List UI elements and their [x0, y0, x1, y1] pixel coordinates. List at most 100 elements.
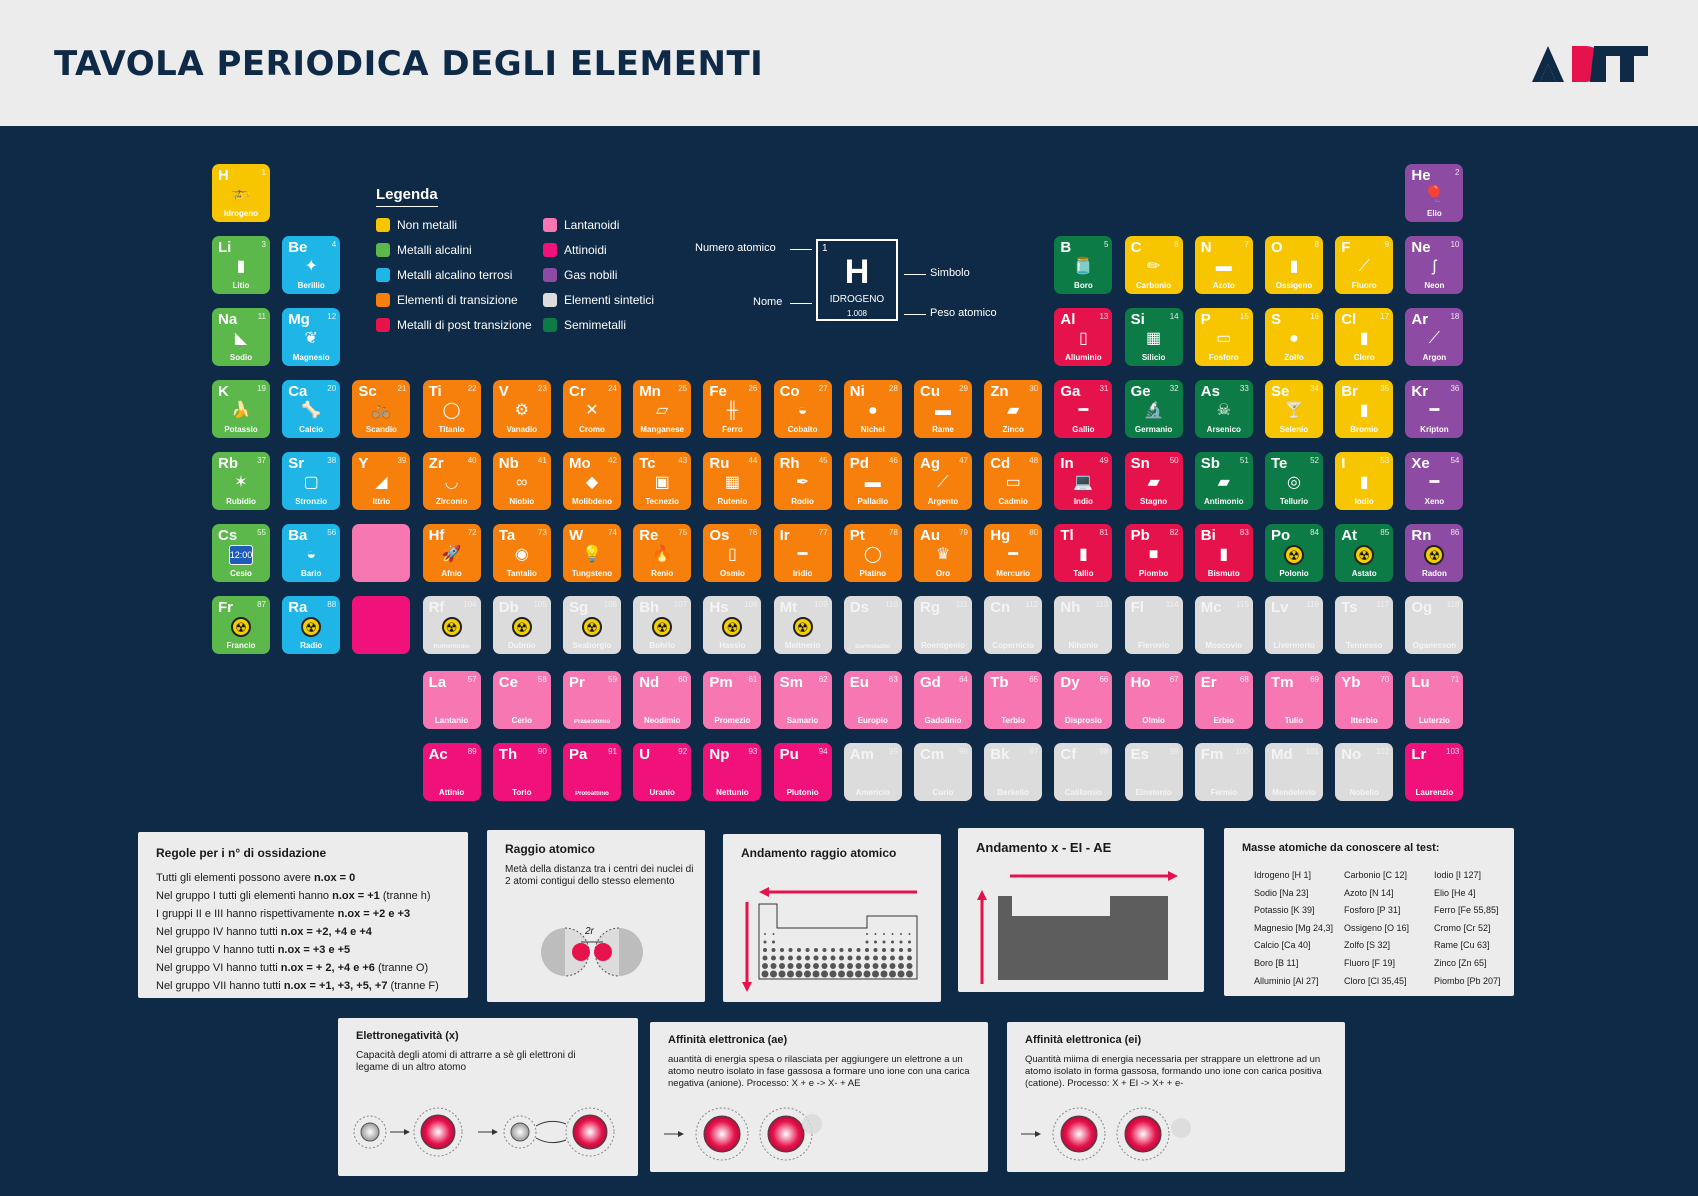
- element-eu[interactable]: Eu 63 Europio: [843, 671, 902, 729]
- element-se[interactable]: Se 34 🍸 Selenio: [1265, 380, 1323, 438]
- element-sg[interactable]: Sg 106 ☢ Seaborgio: [563, 596, 621, 654]
- element-db[interactable]: Db 105 ☢ Dubnio: [492, 596, 551, 654]
- element-v[interactable]: V 23 ⚙ Vanadio: [492, 380, 551, 438]
- element-po[interactable]: Po 84 ☢ Polonio: [1265, 524, 1323, 582]
- element-hf[interactable]: Hf 72 🚀 Afnio: [422, 524, 481, 582]
- element-n[interactable]: N 7 ▬ Azoto: [1194, 236, 1253, 294]
- element-hs[interactable]: Hs 108 ☢ Hassio: [703, 596, 762, 654]
- element-ne[interactable]: Ne 10 ʃ Neon: [1405, 236, 1464, 294]
- element-co[interactable]: Co 27 ◒ Cobalto: [773, 380, 832, 438]
- element-p[interactable]: P 15 ▭ Fosforo: [1194, 308, 1253, 366]
- element-cd[interactable]: Cd 48 ▭ Cadmio: [984, 452, 1043, 510]
- element-br[interactable]: Br 35 ▮ Bromio: [1335, 380, 1394, 438]
- element-cs[interactable]: Cs 55 12:00 Cesio: [212, 524, 270, 582]
- element-al[interactable]: Al 13 ▯ Alluminio: [1054, 308, 1113, 366]
- element-lu[interactable]: Lu 71 Luterzio: [1405, 671, 1464, 729]
- element-ts[interactable]: Ts 117 Tennesso: [1335, 596, 1394, 654]
- element-ar[interactable]: Ar 18 ⟋ Argon: [1405, 308, 1464, 366]
- element-s[interactable]: S 16 ● Zolfo: [1265, 308, 1323, 366]
- element-si[interactable]: Si 14 ▦ Silicio: [1124, 308, 1183, 366]
- element-cl[interactable]: Cl 17 ▮ Cloro: [1335, 308, 1394, 366]
- element-pa[interactable]: Pa 91 Protoattinio: [563, 743, 621, 801]
- element-lv[interactable]: Lv 116 Livermorio: [1265, 596, 1323, 654]
- element-kr[interactable]: Kr 36 ━ Kripton: [1405, 380, 1464, 438]
- element-na[interactable]: Na 11 ◣ Sodio: [212, 308, 270, 366]
- element-h[interactable]: H 1 🚁 Idrogeno: [212, 164, 270, 222]
- element-fm[interactable]: Fm 100 Fermio: [1194, 743, 1253, 801]
- element-mc[interactable]: Mc 115 Moscovio: [1194, 596, 1253, 654]
- element-zn[interactable]: Zn 30 ▰ Zinco: [984, 380, 1043, 438]
- element-fr[interactable]: Fr 87 ☢ Francio: [212, 596, 270, 654]
- element-y[interactable]: Y 39 ◢ Ittrio: [352, 452, 411, 510]
- element-am[interactable]: Am 95 Americio: [843, 743, 902, 801]
- element-mg[interactable]: Mg 12 ❦ Magnesio: [282, 308, 341, 366]
- element-ti[interactable]: Ti 22 ◯ Titanio: [422, 380, 481, 438]
- element-yb[interactable]: Yb 70 Itterbio: [1335, 671, 1394, 729]
- element-u[interactable]: U 92 Uranio: [633, 743, 692, 801]
- element-mo[interactable]: Mo 42 ◆ Molibdeno: [563, 452, 621, 510]
- element-cu[interactable]: Cu 29 ▬ Rame: [914, 380, 972, 438]
- element-pm[interactable]: Pm 61 Promezio: [703, 671, 762, 729]
- element-mn[interactable]: Mn 25 ▱ Manganese: [633, 380, 692, 438]
- element-o[interactable]: O 8 ▮ Ossigeno: [1265, 236, 1323, 294]
- element-zr[interactable]: Zr 40 ◡ Zirconio: [422, 452, 481, 510]
- element-np[interactable]: Np 93 Nettunio: [703, 743, 762, 801]
- element-w[interactable]: W 74 💡 Tungsteno: [563, 524, 621, 582]
- element-re[interactable]: Re 75 🔥 Renio: [633, 524, 692, 582]
- element-xe[interactable]: Xe 54 ━ Xeno: [1405, 452, 1464, 510]
- element-sc[interactable]: Sc 21 🚲 Scandio: [352, 380, 411, 438]
- element-sr[interactable]: Sr 38 ▢ Stronzio: [282, 452, 341, 510]
- element-pd[interactable]: Pd 46 ▬ Palladio: [843, 452, 902, 510]
- element-hg[interactable]: Hg 80 ━ Mercurio: [984, 524, 1043, 582]
- element-ga[interactable]: Ga 31 ━ Gallio: [1054, 380, 1113, 438]
- element-tb[interactable]: Tb 65 Terbio: [984, 671, 1043, 729]
- element-bh[interactable]: Bh 107 ☢ Bohrio: [633, 596, 692, 654]
- element-tl[interactable]: Tl 81 ▮ Tallio: [1054, 524, 1113, 582]
- element-md[interactable]: Md 101 Mendelevio: [1265, 743, 1323, 801]
- element-ca[interactable]: Ca 20 🦴 Calcio: [282, 380, 341, 438]
- element-c[interactable]: C 6 ✏ Carbonio: [1124, 236, 1183, 294]
- element-lr[interactable]: Lr 103 Laurenzio: [1405, 743, 1464, 801]
- element-ni[interactable]: Ni 28 ● Nichel: [843, 380, 902, 438]
- element-as[interactable]: As 33 ☠ Arsenico: [1194, 380, 1253, 438]
- element-er[interactable]: Er 68 Erbio: [1194, 671, 1253, 729]
- element-la[interactable]: La 57 Lantanio: [422, 671, 481, 729]
- element-es[interactable]: Es 99 Einstenio: [1124, 743, 1183, 801]
- element-rn[interactable]: Rn 86 ☢ Radon: [1405, 524, 1464, 582]
- element-ba[interactable]: Ba 56 ◒ Bario: [282, 524, 341, 582]
- element-k[interactable]: K 19 🍌 Potassio: [212, 380, 270, 438]
- element-li[interactable]: Li 3 ▮ Litio: [212, 236, 270, 294]
- element-sm[interactable]: Sm 62 Samario: [773, 671, 832, 729]
- element-og[interactable]: Og 118 Oganesson: [1405, 596, 1464, 654]
- element-at[interactable]: At 85 ☢ Astato: [1335, 524, 1394, 582]
- element-no[interactable]: No 102 Nobelio: [1335, 743, 1394, 801]
- element-ag[interactable]: Ag 47 ⟋ Argento: [914, 452, 972, 510]
- element-nd[interactable]: Nd 60 Neodimio: [633, 671, 692, 729]
- element-he[interactable]: He 2 🎈 Elio: [1405, 164, 1464, 222]
- element-ac[interactable]: Ac 89 Attinio: [422, 743, 481, 801]
- element-pr[interactable]: Pr 59 Praseodimio: [563, 671, 621, 729]
- element-th[interactable]: Th 90 Torio: [492, 743, 551, 801]
- element-f[interactable]: F 9 ⟋ Fluoro: [1335, 236, 1394, 294]
- element-ra[interactable]: Ra 88 ☢ Radio: [282, 596, 341, 654]
- element-ir[interactable]: Ir 77 ━ Iridio: [773, 524, 832, 582]
- element-ru[interactable]: Ru 44 ▦ Rutenio: [703, 452, 762, 510]
- element-ho[interactable]: Ho 67 Olmio: [1124, 671, 1183, 729]
- element-ta[interactable]: Ta 73 ◉ Tantalio: [492, 524, 551, 582]
- element-ce[interactable]: Ce 58 Cerio: [492, 671, 551, 729]
- element-cm[interactable]: Cm 96 Curio: [914, 743, 972, 801]
- element-nh[interactable]: Nh 113 Nihonio: [1054, 596, 1113, 654]
- element-sb[interactable]: Sb 51 ▰ Antimonio: [1194, 452, 1253, 510]
- element-gd[interactable]: Gd 64 Gadolinio: [914, 671, 972, 729]
- element-fl[interactable]: Fl 114 Flerovio: [1124, 596, 1183, 654]
- element-in[interactable]: In 49 💻 Indio: [1054, 452, 1113, 510]
- element-os[interactable]: Os 76 ▯ Osmio: [703, 524, 762, 582]
- element-cf[interactable]: Cf 98 Californio: [1054, 743, 1113, 801]
- element-ge[interactable]: Ge 32 🔬 Germanio: [1124, 380, 1183, 438]
- element-rh[interactable]: Rh 45 ✒ Rodio: [773, 452, 832, 510]
- element-bi[interactable]: Bi 83 ▮ Bismuto: [1194, 524, 1253, 582]
- element-bk[interactable]: Bk 97 Berkelio: [984, 743, 1043, 801]
- element-mt[interactable]: Mt 109 ☢ Meitnerio: [773, 596, 832, 654]
- element-pt[interactable]: Pt 78 ◯ Platino: [843, 524, 902, 582]
- element-ds[interactable]: Ds 110 Darmstadtio: [843, 596, 902, 654]
